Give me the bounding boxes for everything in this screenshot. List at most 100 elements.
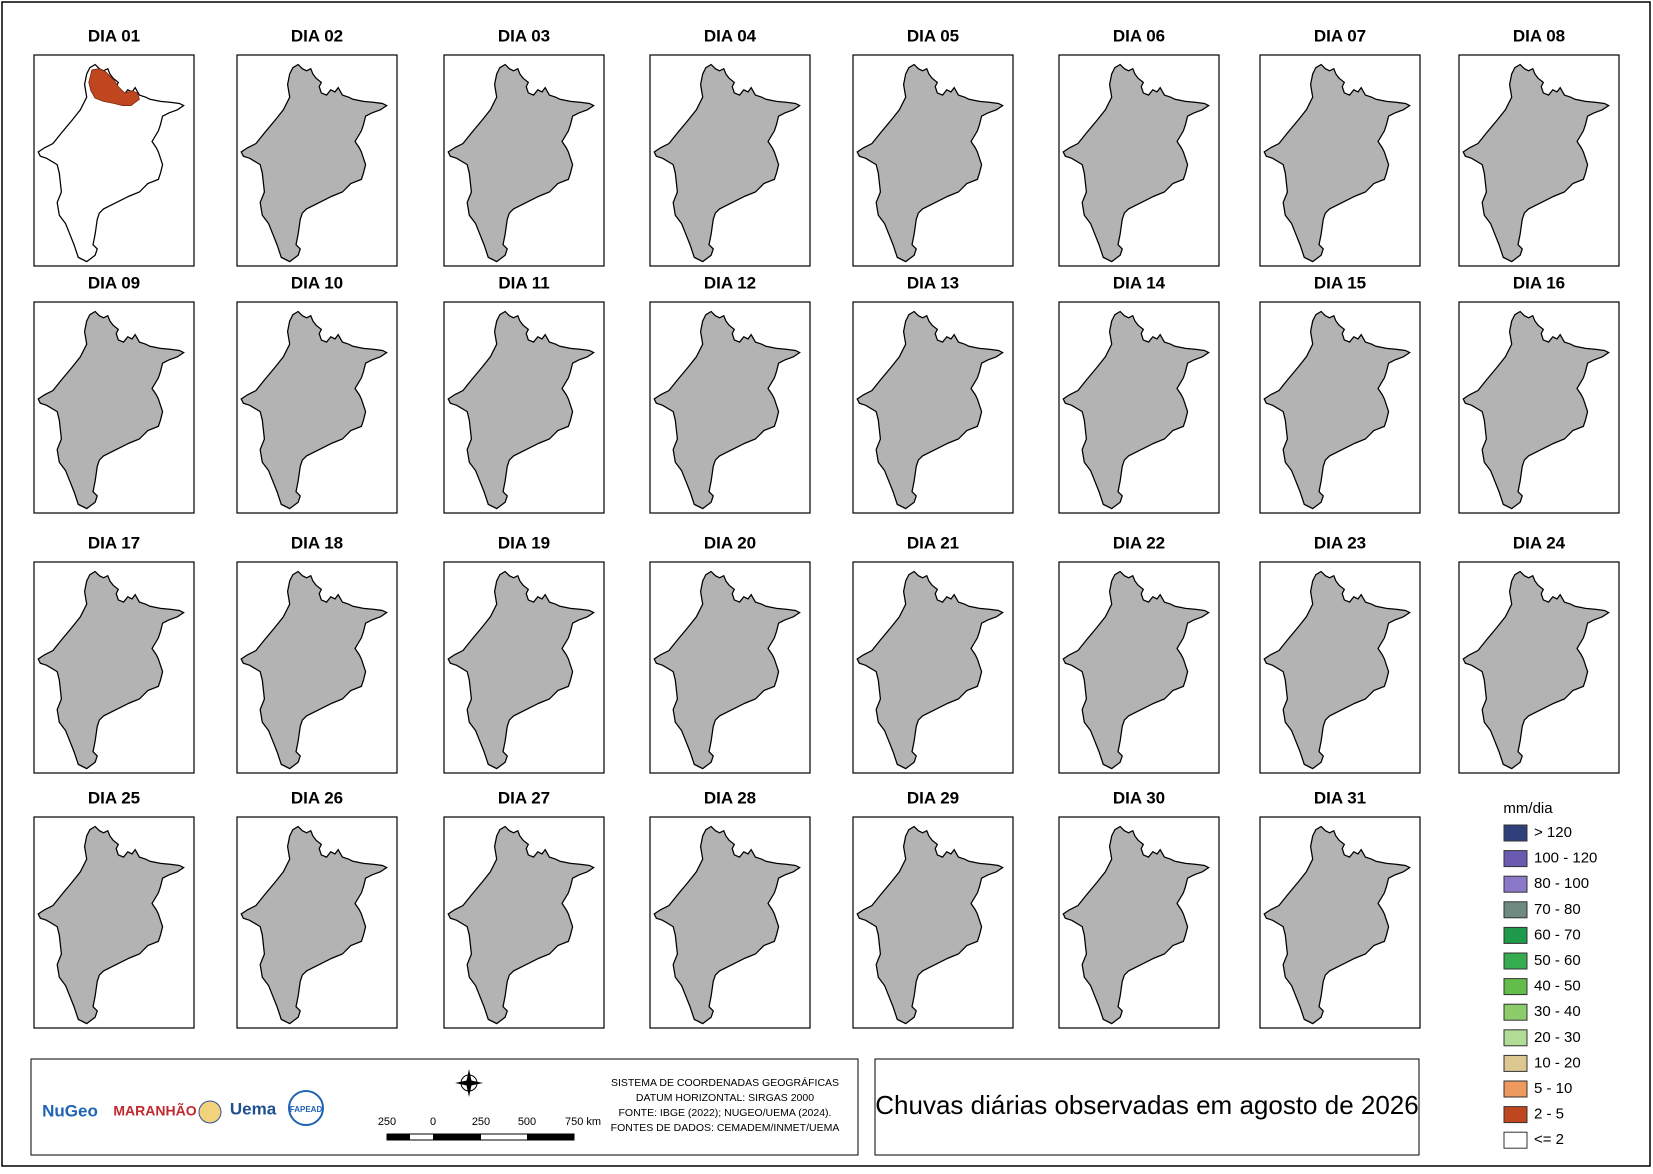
day-title: DIA 14 xyxy=(1113,273,1166,292)
day-map: DIA 31 xyxy=(1259,788,1421,1029)
legend-label: 20 - 30 xyxy=(1534,1029,1581,1046)
logo: Uema xyxy=(230,1099,277,1118)
legend-label: 5 - 10 xyxy=(1534,1080,1572,1097)
scale-label: 750 km xyxy=(565,1116,601,1128)
day-title: DIA 16 xyxy=(1513,273,1565,292)
day-title: DIA 27 xyxy=(498,788,550,807)
legend-swatch xyxy=(1503,824,1528,842)
legend-label: > 120 xyxy=(1534,824,1572,841)
day-title: DIA 04 xyxy=(704,26,757,45)
day-title: DIA 08 xyxy=(1513,26,1565,45)
info-line: FONTE: IBGE (2022); NUGEO/UEMA (2024). xyxy=(619,1107,832,1119)
day-map: DIA 14 xyxy=(1058,273,1220,514)
legend-swatch xyxy=(1503,952,1528,970)
legend-label: 2 - 5 xyxy=(1534,1106,1564,1123)
day-map: DIA 28 xyxy=(649,788,811,1029)
info-line: FONTES DE DADOS: CEMADEM/INMET/UEMA xyxy=(611,1122,840,1134)
day-map: DIA 03 xyxy=(443,26,605,267)
info-line: DATUM HORIZONTAL: SIRGAS 2000 xyxy=(636,1092,814,1104)
day-map: DIA 01 xyxy=(33,26,195,267)
day-map: DIA 21 xyxy=(852,533,1014,774)
scale-label: 250 xyxy=(472,1116,490,1128)
day-title: DIA 26 xyxy=(291,788,343,807)
day-map: DIA 22 xyxy=(1058,533,1220,774)
logo: FAPEAD xyxy=(290,1105,323,1114)
compass xyxy=(455,1069,483,1097)
legend-swatch xyxy=(1503,1106,1528,1124)
day-map: DIA 16 xyxy=(1458,273,1620,514)
footer: NuGeo MARANHÃO Uema FAPEAD xyxy=(30,1058,1420,1156)
day-title: DIA 19 xyxy=(498,533,550,552)
legend-swatch xyxy=(1503,1080,1528,1098)
info-line: SISTEMA DE COORDENADAS GEOGRÁFICAS xyxy=(611,1076,839,1089)
legend-swatch xyxy=(1503,926,1528,944)
day-title: DIA 12 xyxy=(704,273,756,292)
scale-bar xyxy=(386,1133,575,1141)
day-map: DIA 04 xyxy=(649,26,811,267)
day-map: DIA 20 xyxy=(649,533,811,774)
legend-swatch xyxy=(1503,1131,1528,1149)
day-title: DIA 25 xyxy=(88,788,140,807)
day-map: DIA 18 xyxy=(236,533,398,774)
day-title: DIA 31 xyxy=(1314,788,1366,807)
day-title: DIA 11 xyxy=(498,273,549,292)
day-title: DIA 21 xyxy=(907,533,959,552)
day-map: DIA 12 xyxy=(649,273,811,514)
day-title: DIA 07 xyxy=(1314,26,1366,45)
day-map: DIA 08 xyxy=(1458,26,1620,267)
logo-emblem xyxy=(288,1090,324,1126)
day-map: DIA 06 xyxy=(1058,26,1220,267)
day-title: DIA 15 xyxy=(1314,273,1366,292)
day-map: DIA 25 xyxy=(33,788,195,1029)
scale-label: 500 xyxy=(518,1116,536,1128)
day-title: DIA 17 xyxy=(88,533,140,552)
day-title: DIA 30 xyxy=(1113,788,1165,807)
page-title: Chuvas diárias observadas em agosto de 2… xyxy=(875,1090,1418,1120)
legend-swatch xyxy=(1503,978,1528,996)
day-title: DIA 05 xyxy=(907,26,959,45)
legend-label: 40 - 50 xyxy=(1534,978,1581,995)
day-map: DIA 17 xyxy=(33,533,195,774)
day-title: DIA 18 xyxy=(291,533,343,552)
day-map: DIA 02 xyxy=(236,26,398,267)
logo-emblem xyxy=(198,1100,222,1124)
day-map: DIA 23 xyxy=(1259,533,1421,774)
legend-title: mm/dia xyxy=(1503,800,1553,817)
day-title: DIA 13 xyxy=(907,273,959,292)
legend-swatch xyxy=(1503,850,1528,868)
day-map: DIA 27 xyxy=(443,788,605,1029)
day-map: DIA 30 xyxy=(1058,788,1220,1029)
legend-swatch xyxy=(1503,875,1528,893)
legend-label: <= 2 xyxy=(1534,1131,1564,1148)
day-map: DIA 05 xyxy=(852,26,1014,267)
day-title: DIA 10 xyxy=(291,273,343,292)
day-title: DIA 29 xyxy=(907,788,959,807)
day-title: DIA 06 xyxy=(1113,26,1165,45)
day-title: DIA 23 xyxy=(1314,533,1366,552)
day-map: DIA 15 xyxy=(1259,273,1421,514)
legend-swatch xyxy=(1503,901,1528,919)
day-map: DIA 26 xyxy=(236,788,398,1029)
logo: NuGeo xyxy=(42,1101,98,1120)
legend-label: 50 - 60 xyxy=(1534,952,1581,969)
day-title: DIA 20 xyxy=(704,533,756,552)
legend-swatch xyxy=(1503,1054,1528,1072)
day-title: DIA 24 xyxy=(1513,533,1566,552)
logo: MARANHÃO xyxy=(113,1102,196,1119)
day-title: DIA 03 xyxy=(498,26,550,45)
day-map: DIA 29 xyxy=(852,788,1014,1029)
day-map: DIA 10 xyxy=(236,273,398,514)
day-map: DIA 07 xyxy=(1259,26,1421,267)
legend-label: 30 - 40 xyxy=(1534,1003,1581,1020)
scale-label: 0 xyxy=(430,1116,436,1128)
title-box xyxy=(874,1058,1420,1156)
day-map: DIA 19 xyxy=(443,533,605,774)
day-title: DIA 22 xyxy=(1113,533,1165,552)
day-map: DIA 13 xyxy=(852,273,1014,514)
legend-label: 10 - 20 xyxy=(1534,1054,1581,1071)
day-title: DIA 01 xyxy=(88,26,140,45)
day-title: DIA 02 xyxy=(291,26,343,45)
legend-swatch xyxy=(1503,1003,1528,1021)
